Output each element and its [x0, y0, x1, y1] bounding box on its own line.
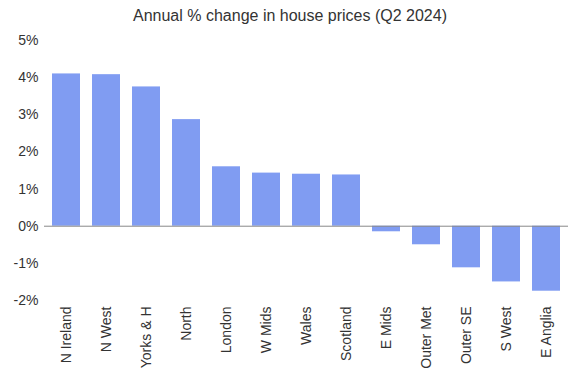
svg-text:-1%: -1%: [14, 255, 39, 271]
svg-text:Outer Met: Outer Met: [418, 306, 434, 368]
svg-text:Yorks & H: Yorks & H: [138, 307, 154, 369]
svg-text:Scotland: Scotland: [338, 307, 354, 361]
svg-text:N Ireland: N Ireland: [58, 307, 74, 364]
svg-text:-2%: -2%: [14, 292, 39, 308]
svg-text:3%: 3%: [18, 106, 38, 122]
svg-text:4%: 4%: [18, 69, 38, 85]
svg-text:E Mids: E Mids: [378, 307, 394, 350]
svg-text:London: London: [218, 307, 234, 354]
svg-text:5%: 5%: [18, 32, 38, 48]
html-text:Annual % change in house price: Annual % change in house prices (Q2 2024…: [133, 7, 447, 24]
svg-text:0%: 0%: [18, 218, 38, 234]
svg-text:E Anglia: E Anglia: [538, 306, 554, 358]
svg-text:W Mids: W Mids: [258, 307, 274, 354]
svg-text:North: North: [178, 307, 194, 341]
svg-text:1%: 1%: [18, 181, 38, 197]
svg-text:2%: 2%: [18, 143, 38, 159]
svg-text:Outer SE: Outer SE: [458, 307, 474, 365]
svg-text:S West: S West: [498, 306, 514, 351]
svg-text:N West: N West: [98, 306, 114, 352]
svg-text:Wales: Wales: [298, 307, 314, 345]
